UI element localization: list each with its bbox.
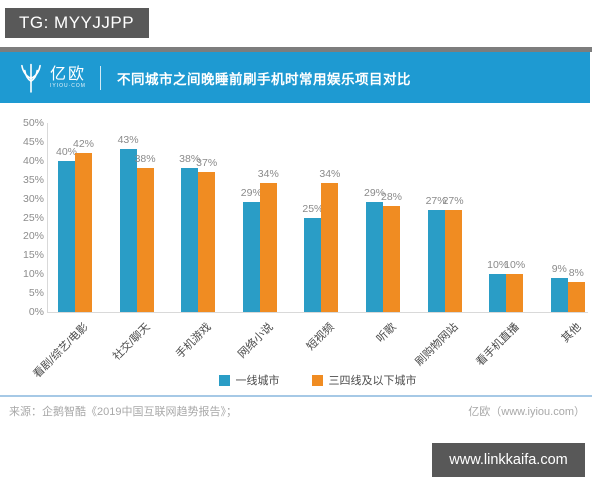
- bar-value-label: 42%: [72, 138, 94, 151]
- bar-primary: [242, 202, 260, 312]
- bar-value-label: 10%: [487, 259, 509, 272]
- logo-text: 亿欧: [50, 66, 87, 83]
- bar-secondary: [383, 206, 400, 312]
- bar-primary: [366, 202, 383, 312]
- chart-title: 不同城市之间晚睡前刷手机时常用娱乐项目对比: [117, 71, 412, 87]
- category-label-text: 手机游戏: [174, 321, 214, 361]
- legend-swatch: [218, 374, 230, 386]
- bar-value-label: 27%: [425, 194, 447, 207]
- bar-secondary: [506, 274, 524, 312]
- bar-value-label: 10%: [504, 259, 526, 272]
- category-label-text: 看手机直播: [474, 321, 522, 369]
- category-label-text: 其他: [559, 321, 584, 346]
- bar-primary: [304, 217, 322, 312]
- header-divider: [100, 65, 102, 90]
- y-axis-tick-label: 25%: [22, 211, 44, 224]
- legend-swatch: [311, 374, 323, 386]
- tg-badge: TG: MYYJJPP: [5, 8, 150, 38]
- y-axis-tick-label: 45%: [22, 135, 44, 148]
- legend-label: 三四线及以下城市: [328, 375, 417, 387]
- source-text: 来源：企鹅智酷《2019中国互联网趋势报告》；: [9, 406, 237, 418]
- bar-value-label: 34%: [319, 168, 341, 181]
- logo-text-wrap: 亿欧 IYIOU·COM: [50, 66, 86, 89]
- chart-legend: 一线城市 三四线及以下城市: [47, 372, 588, 388]
- watermark-badge: www.linkkaifa.com: [432, 443, 585, 477]
- bar-chart: 一线城市 三四线及以下城市 0% 5% 10% 15% 20% 25% 30% 35% 40% 45…: [0, 110, 600, 395]
- category-label-text: 短视频: [305, 321, 337, 353]
- y-axis-tick-label: 15%: [22, 249, 44, 262]
- legend-item: 一线城市: [218, 372, 280, 388]
- y-axis-line: [47, 123, 48, 312]
- bar-value-label: 27%: [442, 194, 464, 207]
- y-axis-tick-label: 10%: [22, 268, 44, 281]
- bar-value-label: 29%: [240, 187, 262, 200]
- y-axis-tick-label: 50%: [22, 117, 44, 129]
- category-label-text: 网络小说: [235, 321, 276, 361]
- bar-secondary: [444, 209, 462, 312]
- header-bar: 亿欧 IYIOU·COM 不同城市之间晚睡前刷手机时常用娱乐项目对比: [0, 52, 590, 103]
- bar-value-label: 37%: [196, 157, 218, 170]
- bar-primary: [550, 277, 568, 312]
- bar-secondary: [259, 183, 277, 312]
- gray-strip: [0, 47, 592, 52]
- bar-value-label: 9%: [551, 262, 567, 275]
- y-axis-tick-label: 40%: [22, 154, 44, 167]
- bar-value-label: 38%: [179, 153, 201, 166]
- iyiou-logo-icon: [21, 63, 41, 93]
- y-axis-tick-label: 0%: [28, 306, 44, 318]
- bar-value-label: 29%: [363, 187, 385, 200]
- bar-value-label: 43%: [117, 134, 139, 147]
- brand-text: 亿欧（www.iyiou.com）: [468, 406, 585, 418]
- bar-secondary: [321, 183, 339, 312]
- category-label-text: 刷购物网站: [412, 321, 461, 369]
- footer: 来源：企鹅智酷《2019中国互联网趋势报告》； 亿欧（www.iyiou.com…: [0, 403, 592, 419]
- y-axis-tick-label: 5%: [28, 287, 44, 300]
- bar-value-label: 34%: [257, 168, 279, 181]
- legend-item: 三四线及以下城市: [311, 372, 417, 388]
- legend-label: 一线城市: [235, 375, 280, 387]
- bar-primary: [427, 209, 445, 312]
- y-axis-tick-label: 20%: [22, 230, 44, 243]
- x-axis-line: [47, 312, 588, 313]
- bar-value-label: 28%: [380, 191, 402, 204]
- logo-subtext: IYIOU·COM: [50, 83, 86, 89]
- bar-primary: [119, 149, 137, 312]
- bar-primary: [58, 160, 75, 312]
- bar-value-label: 25%: [302, 202, 324, 215]
- bar-value-label: 38%: [134, 153, 156, 166]
- category-label-text: 社交/聊天: [110, 321, 153, 363]
- bar-secondary: [136, 168, 154, 312]
- category-label-text: 听歌: [374, 321, 399, 346]
- bar-value-label: 40%: [55, 145, 77, 158]
- bar-value-label: 8%: [568, 266, 584, 279]
- iyiou-logo: 亿欧 IYIOU·COM: [18, 63, 86, 93]
- y-axis-tick-label: 35%: [22, 173, 44, 186]
- bar-primary: [181, 168, 199, 312]
- bar-secondary: [567, 281, 585, 312]
- bar-secondary: [75, 153, 92, 312]
- separator-line: [0, 395, 592, 397]
- bar-primary: [489, 274, 507, 312]
- bar-secondary: [198, 172, 216, 312]
- y-axis-tick-label: 30%: [22, 192, 44, 205]
